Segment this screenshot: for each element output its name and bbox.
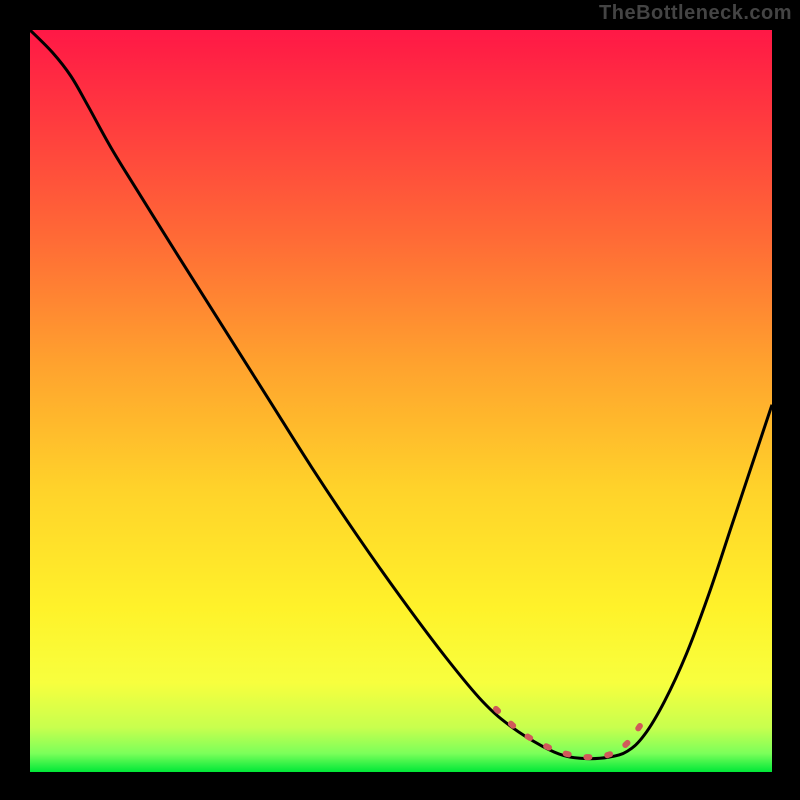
bottleneck-chart [0, 0, 800, 800]
plot-background [30, 30, 772, 772]
watermark-label: TheBottleneck.com [599, 2, 792, 25]
chart-stage: TheBottleneck.com [0, 0, 800, 800]
